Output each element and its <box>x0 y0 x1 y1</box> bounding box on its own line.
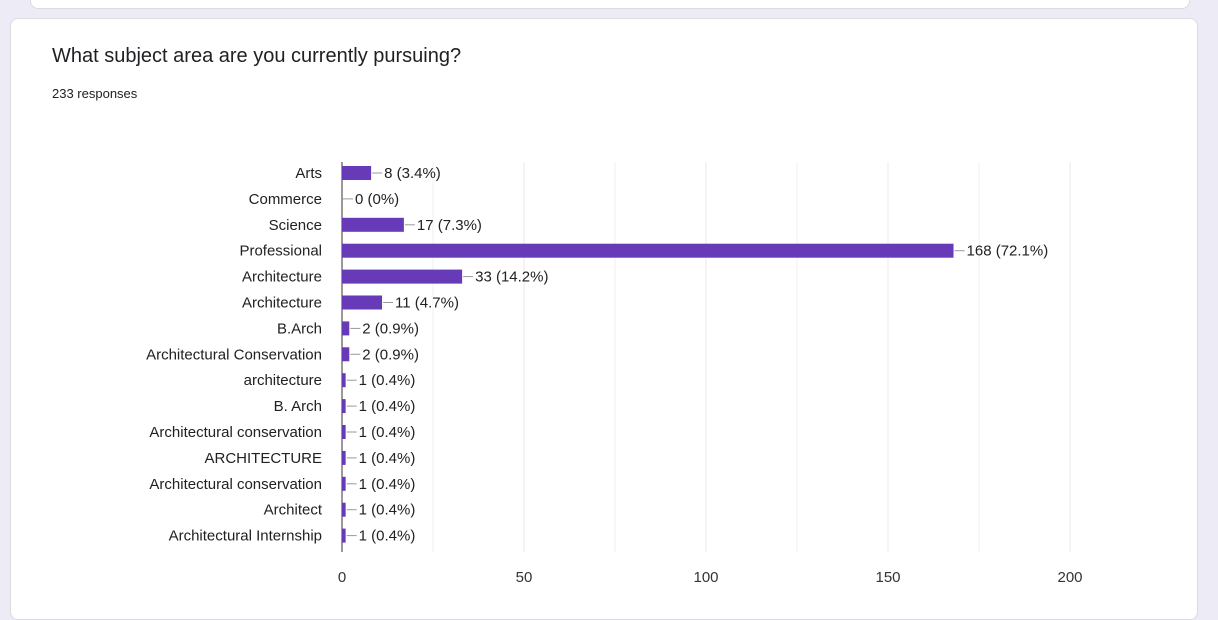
value-label: 1 (0.4%) <box>359 398 416 415</box>
bar <box>342 321 350 336</box>
value-label: 1 (0.4%) <box>359 476 416 493</box>
category-label: Architectural conservation <box>149 476 322 493</box>
category-label: Arts <box>295 165 322 182</box>
value-label: 0 (0%) <box>355 191 399 208</box>
value-label: 1 (0.4%) <box>359 502 416 519</box>
category-label: ARCHITECTURE <box>204 450 322 467</box>
bar <box>342 502 346 517</box>
bar <box>342 295 383 310</box>
value-label: 11 (4.7%) <box>395 295 459 312</box>
value-label: 168 (72.1%) <box>967 243 1049 260</box>
category-label: Architecture <box>242 295 322 312</box>
category-label: Commerce <box>249 191 322 208</box>
category-label: Architectural Internship <box>169 528 322 545</box>
bar-chart: 8 (3.4%) Arts 0 (0%) Commerce 17 (7.3%) Scien… <box>146 162 1083 586</box>
x-tick-label: 150 <box>875 569 900 586</box>
category-label: Architectural conservation <box>149 424 322 441</box>
category-label: Architecture <box>242 269 322 286</box>
x-tick-label: 50 <box>516 569 533 586</box>
bar <box>342 243 954 258</box>
bar <box>342 476 346 491</box>
bar <box>342 347 350 362</box>
value-label: 1 (0.4%) <box>359 372 416 389</box>
value-label: 8 (3.4%) <box>384 165 441 182</box>
category-label: B.Arch <box>277 320 322 337</box>
category-label: Science <box>269 217 322 234</box>
question-title: What subject area are you currently purs… <box>52 45 462 67</box>
bar <box>342 425 346 439</box>
x-tick-label: 0 <box>338 569 346 586</box>
bar <box>342 269 463 284</box>
value-label: 2 (0.9%) <box>362 346 419 363</box>
category-label: architecture <box>244 372 322 389</box>
value-label: 1 (0.4%) <box>359 450 416 467</box>
bar <box>342 450 346 465</box>
bar <box>342 528 346 543</box>
category-label: B. Arch <box>274 398 322 415</box>
category-label: Architect <box>264 502 323 519</box>
value-label: 33 (14.2%) <box>475 269 548 286</box>
bar <box>342 373 346 388</box>
response-count: 233 responses <box>52 86 138 101</box>
value-label: 2 (0.9%) <box>362 320 419 337</box>
x-tick-label: 200 <box>1057 569 1082 586</box>
value-label: 1 (0.4%) <box>359 424 416 441</box>
value-label: 1 (0.4%) <box>359 528 416 545</box>
value-label: 17 (7.3%) <box>417 217 482 234</box>
x-tick-label: 100 <box>693 569 718 586</box>
bar <box>342 399 346 414</box>
category-label: Architectural Conservation <box>146 346 322 363</box>
bar <box>342 217 404 232</box>
bar <box>342 166 372 180</box>
category-label: Professional <box>239 243 322 260</box>
